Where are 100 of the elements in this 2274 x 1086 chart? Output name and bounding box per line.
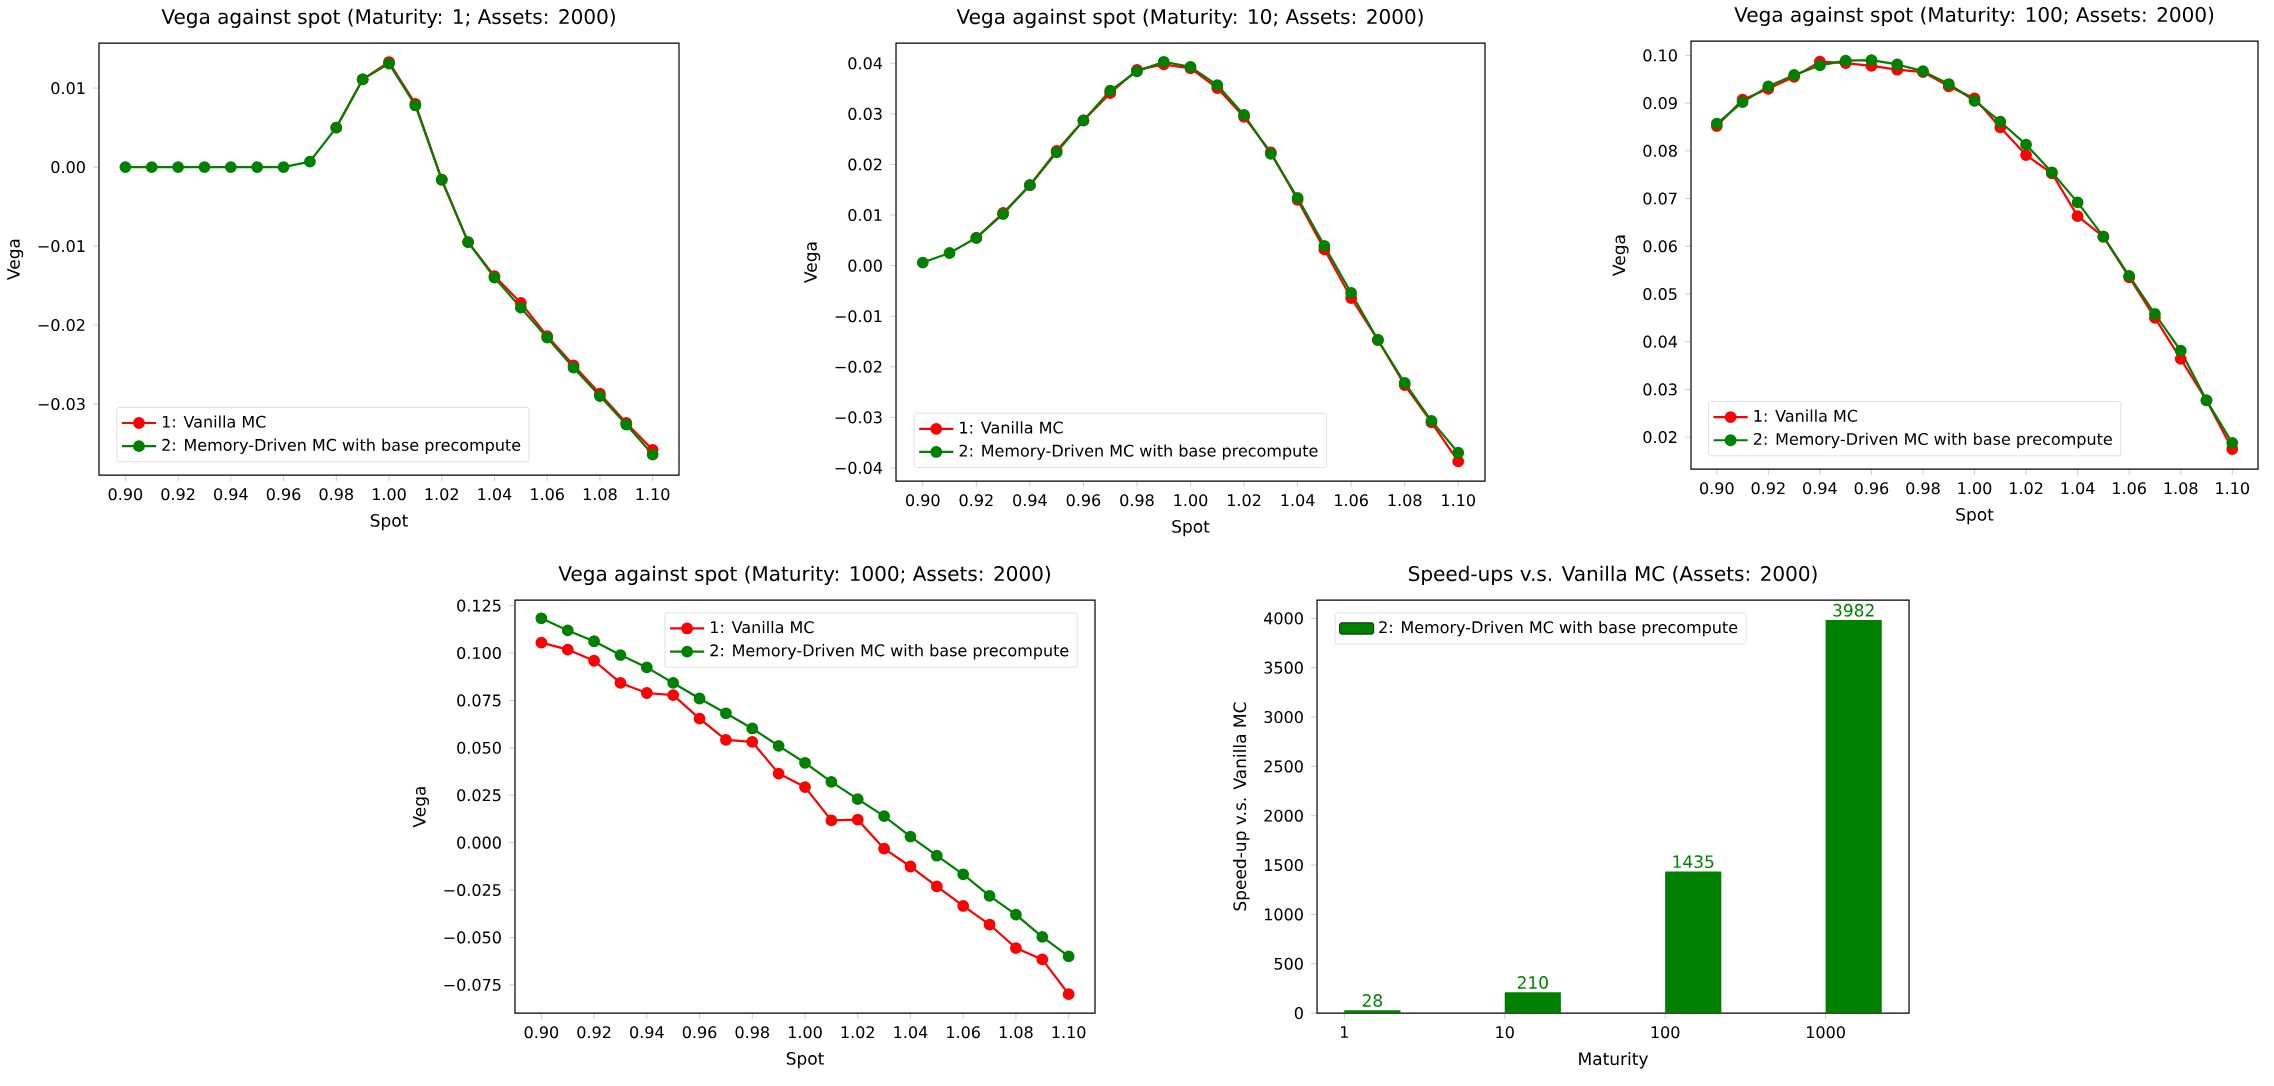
y-tick-label: 0.075 xyxy=(457,694,501,707)
y-tick-label: −0.03 xyxy=(38,397,85,411)
y-tick-label: 0.10 xyxy=(1643,49,1677,62)
chart-title: Vega against spot (Maturity: 1; Assets: 2000) xyxy=(161,8,615,28)
x-tick-label: 1.04 xyxy=(1281,494,1315,507)
legend-label: 2: Memory-Driven MC with base precompute xyxy=(1753,432,2112,449)
y-tick-label: −0.02 xyxy=(38,318,85,332)
x-tick-label: 10 xyxy=(1496,1026,1514,1039)
x-tick-label: 1.08 xyxy=(583,488,617,501)
x-tick-label: 1.06 xyxy=(2113,482,2146,495)
x-tick-label: 1.10 xyxy=(2216,482,2250,495)
y-tick-label: 3500 xyxy=(1264,661,1303,674)
x-tick-label: 0.96 xyxy=(1066,494,1101,507)
y-tick-label: 0.02 xyxy=(1643,431,1677,444)
x-tick-label: 0.98 xyxy=(1120,494,1154,507)
y-tick-label: 0.050 xyxy=(457,741,501,754)
x-tick-label: 1.10 xyxy=(1052,1026,1086,1039)
y-tick-label: 1000 xyxy=(1264,908,1303,921)
y-tick-label: −0.01 xyxy=(38,239,85,253)
y-tick-label: 0.025 xyxy=(457,789,501,802)
chart-title: Vega against spot (Maturity: 10; Assets: 2000) xyxy=(956,8,1423,28)
x-axis-title: Maturity xyxy=(1579,1051,1649,1069)
x-tick-label: 0.94 xyxy=(630,1026,664,1039)
x-tick-label: 1.06 xyxy=(531,488,564,501)
x-tick-label: 1.06 xyxy=(947,1026,980,1039)
legend-label: 2: Memory-Driven MC with base precompute xyxy=(1379,620,1738,637)
x-tick-label: 1.00 xyxy=(1174,494,1208,507)
y-axis-title: Vega xyxy=(413,787,430,828)
x-tick-label: 0.92 xyxy=(161,488,195,501)
y-tick-label: 0.125 xyxy=(457,599,501,612)
x-tick-label: 0.94 xyxy=(1803,482,1837,495)
x-tick-label: 0.90 xyxy=(1700,482,1734,495)
legend-label: 2: Memory-Driven MC with base precompute xyxy=(710,644,1069,660)
y-tick-label: 0.09 xyxy=(1643,97,1677,110)
chart-title: Vega against spot (Maturity: 100; Assets: 2000) xyxy=(1734,6,2214,26)
y-axis-title: Vega xyxy=(1612,235,1629,276)
y-tick-label: 0.05 xyxy=(1643,287,1677,300)
y-tick-label: 4000 xyxy=(1264,612,1303,625)
chart-title: Speed-ups v.s. Vanilla MC (Assets: 2000) xyxy=(1409,565,1817,585)
legend-label: 1: Vanilla MC xyxy=(711,620,814,634)
x-tick-label: 0.96 xyxy=(1854,482,1889,495)
y-tick-label: 0.100 xyxy=(457,646,501,660)
x-tick-label: 100 xyxy=(1651,1026,1680,1039)
y-tick-label: 0.01 xyxy=(848,208,882,222)
y-axis-title: Speed-up v.s. Vanilla MC xyxy=(1233,702,1250,911)
x-tick-label: 0.90 xyxy=(524,1026,559,1039)
y-tick-label: 0.000 xyxy=(457,836,501,849)
y-axis-title: Vega xyxy=(804,242,821,283)
y-tick-label: −0.025 xyxy=(444,883,501,897)
y-tick-label: −0.04 xyxy=(835,461,883,474)
x-tick-label: 1.00 xyxy=(372,488,406,501)
chart-title: Vega against spot (Maturity: 1000; Assets: 2000) xyxy=(558,565,1050,585)
data-label: 210 xyxy=(1517,976,1548,989)
y-tick-label: 2500 xyxy=(1264,760,1303,773)
legend-label: 1: Vanilla MC xyxy=(162,415,266,428)
y-tick-label: 0 xyxy=(1294,1006,1303,1020)
x-tick-label: 0.92 xyxy=(1751,482,1785,495)
x-tick-label: 1.08 xyxy=(2164,482,2198,495)
y-tick-label: 0.04 xyxy=(848,57,883,70)
y-tick-label: 0.07 xyxy=(1643,192,1677,205)
data-label: 1435 xyxy=(1673,855,1714,869)
y-tick-label: −0.03 xyxy=(835,411,882,424)
x-tick-label: 1.02 xyxy=(1228,494,1261,507)
x-tick-label: 1.04 xyxy=(2061,482,2095,495)
x-tick-label: 1.08 xyxy=(1388,494,1422,507)
x-tick-label: 0.90 xyxy=(906,494,940,507)
y-tick-label: −0.050 xyxy=(444,931,501,944)
x-tick-label: 0.98 xyxy=(319,488,353,501)
y-tick-label: 0.03 xyxy=(848,107,882,120)
y-tick-label: 0.03 xyxy=(1643,383,1677,396)
x-tick-label: 0.94 xyxy=(214,488,248,501)
y-tick-label: −0.01 xyxy=(835,310,882,323)
x-tick-label: 1.08 xyxy=(999,1026,1033,1039)
x-tick-label: 1.02 xyxy=(2010,482,2043,495)
y-tick-label: 2000 xyxy=(1264,809,1303,822)
y-tick-label: 0.00 xyxy=(848,259,882,272)
x-tick-label: 0.96 xyxy=(266,488,301,501)
x-tick-label: 1.04 xyxy=(894,1026,928,1039)
x-tick-label: 1.02 xyxy=(425,488,458,501)
x-tick-label: 0.98 xyxy=(1906,482,1940,495)
data-label: 28 xyxy=(1362,994,1383,1007)
x-tick-label: 0.92 xyxy=(577,1026,611,1039)
y-tick-label: 0.04 xyxy=(1643,335,1678,348)
y-tick-label: −0.075 xyxy=(444,978,501,991)
x-axis-title: Spot xyxy=(1956,507,1994,525)
x-tick-label: 0.92 xyxy=(959,494,993,507)
x-tick-label: 1.04 xyxy=(478,488,512,501)
x-axis-title: Spot xyxy=(786,1051,824,1069)
legend-label: 2: Memory-Driven MC with base precompute xyxy=(162,438,521,455)
x-tick-label: 1.02 xyxy=(841,1026,874,1039)
y-tick-label: 0.00 xyxy=(51,160,85,174)
x-tick-label: 1000 xyxy=(1807,1026,1845,1039)
y-tick-label: 500 xyxy=(1274,957,1303,970)
x-tick-label: 0.94 xyxy=(1013,494,1047,507)
x-tick-label: 1.00 xyxy=(1958,482,1992,495)
x-tick-label: 1.10 xyxy=(636,488,670,501)
y-tick-label: 0.06 xyxy=(1643,240,1677,253)
y-tick-label: 0.02 xyxy=(848,158,882,171)
x-tick-label: 0.98 xyxy=(735,1026,770,1039)
y-axis-title: Vega xyxy=(7,239,24,280)
